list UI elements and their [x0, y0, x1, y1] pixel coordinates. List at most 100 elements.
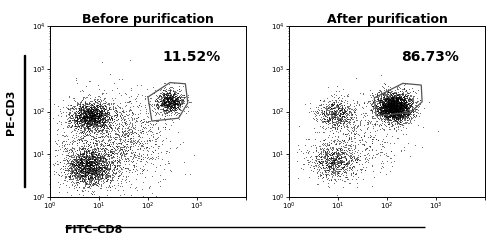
Point	[400, 94, 407, 98]
Point	[68, 174, 76, 178]
Point	[158, 103, 166, 107]
Point	[122, 166, 130, 169]
Point	[154, 106, 162, 110]
Point	[97, 161, 105, 165]
Point	[388, 105, 396, 109]
Point	[96, 135, 104, 138]
Point	[92, 109, 100, 113]
Point	[328, 158, 336, 162]
Point	[96, 124, 104, 127]
Point	[86, 114, 94, 117]
Point	[86, 117, 94, 121]
Point	[60, 143, 68, 147]
Point	[136, 146, 143, 150]
Point	[72, 180, 80, 184]
Point	[349, 143, 357, 147]
Point	[106, 162, 114, 166]
Point	[80, 138, 88, 142]
Point	[327, 164, 335, 168]
Point	[404, 98, 412, 102]
Point	[82, 115, 90, 119]
Point	[98, 123, 106, 127]
Point	[100, 160, 108, 164]
Point	[76, 168, 84, 172]
Point	[384, 114, 392, 118]
Point	[105, 142, 113, 146]
Point	[397, 109, 405, 113]
Point	[392, 113, 400, 117]
Point	[85, 161, 93, 165]
Point	[52, 170, 60, 174]
Point	[314, 168, 322, 172]
Point	[373, 109, 381, 113]
Point	[348, 166, 356, 169]
Point	[75, 114, 83, 118]
Point	[394, 103, 402, 107]
Point	[83, 182, 91, 186]
Point	[121, 148, 129, 152]
Point	[381, 99, 389, 103]
Point	[78, 160, 86, 164]
Point	[391, 109, 399, 113]
Point	[388, 93, 396, 96]
Point	[103, 112, 111, 115]
Point	[393, 97, 401, 101]
Point	[398, 112, 406, 116]
Point	[74, 165, 82, 169]
Point	[82, 110, 90, 114]
Point	[105, 168, 113, 172]
Point	[404, 110, 412, 114]
Point	[84, 110, 92, 114]
Point	[88, 103, 96, 107]
Point	[83, 114, 91, 118]
Point	[385, 111, 393, 115]
Point	[78, 171, 86, 174]
Point	[60, 158, 68, 162]
Point	[84, 130, 92, 134]
Point	[362, 152, 370, 156]
Point	[66, 120, 74, 123]
Point	[392, 106, 400, 110]
Point	[380, 104, 388, 108]
Point	[97, 125, 105, 129]
Point	[86, 108, 94, 112]
Point	[340, 148, 348, 152]
Point	[89, 160, 97, 164]
Point	[160, 100, 168, 104]
Point	[102, 118, 110, 122]
Point	[384, 107, 392, 111]
Point	[124, 149, 132, 153]
Point	[77, 154, 85, 158]
Point	[336, 153, 344, 157]
Point	[171, 101, 179, 104]
Point	[94, 156, 102, 160]
Point	[397, 128, 405, 132]
Point	[82, 105, 90, 108]
Point	[330, 111, 338, 114]
Point	[87, 111, 95, 115]
Point	[118, 127, 126, 131]
Point	[107, 120, 115, 124]
Point	[322, 120, 330, 123]
Point	[78, 123, 86, 127]
Point	[80, 175, 88, 179]
Point	[158, 101, 166, 105]
Point	[168, 101, 176, 105]
Point	[324, 168, 332, 172]
Point	[92, 170, 100, 174]
Point	[135, 133, 143, 137]
Point	[82, 154, 90, 158]
Point	[102, 160, 110, 164]
Point	[404, 121, 412, 125]
Point	[322, 175, 330, 179]
Point	[340, 100, 348, 103]
Point	[159, 103, 167, 107]
Point	[138, 93, 146, 97]
Point	[132, 155, 140, 159]
Point	[168, 102, 176, 106]
Point	[362, 140, 370, 144]
Point	[110, 136, 118, 140]
Point	[386, 98, 394, 102]
Point	[396, 122, 404, 126]
Point	[154, 144, 162, 148]
